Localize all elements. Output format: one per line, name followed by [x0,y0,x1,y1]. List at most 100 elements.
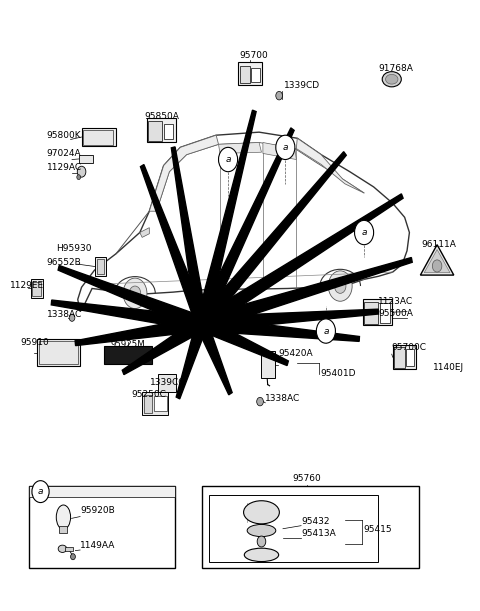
Text: a: a [225,155,231,164]
Bar [29,486,175,568]
Text: a: a [361,228,367,237]
Polygon shape [202,316,360,342]
Bar [394,348,405,368]
Polygon shape [197,128,294,327]
Text: 95760: 95760 [292,474,321,483]
Bar [142,392,168,415]
Bar [84,130,113,145]
Text: 91768A: 91768A [378,64,413,73]
Polygon shape [171,147,207,325]
Text: 1123AC: 1123AC [378,297,413,306]
Ellipse shape [244,548,279,562]
Text: 95250C: 95250C [131,390,166,399]
Bar [164,123,173,139]
Bar [96,257,106,276]
Ellipse shape [58,545,67,552]
Polygon shape [200,317,288,365]
Text: a: a [38,487,43,496]
Bar [209,496,378,562]
Circle shape [77,166,86,177]
Text: 1140EJ: 1140EJ [433,364,465,372]
Text: 95432: 95432 [301,517,330,525]
Bar [144,395,152,413]
Bar [29,486,175,497]
Text: H95930: H95930 [56,244,92,253]
Text: 95920B: 95920B [80,507,115,515]
Circle shape [69,314,75,321]
Text: 95910: 95910 [21,338,49,347]
Text: 1338AC: 1338AC [47,310,82,319]
Bar [37,339,80,367]
Bar [148,121,162,141]
Ellipse shape [243,501,279,524]
Polygon shape [198,152,346,329]
Polygon shape [202,309,379,331]
Bar [104,346,152,364]
Circle shape [32,481,49,503]
Bar [65,547,73,551]
Polygon shape [199,194,403,331]
Text: 1129EE: 1129EE [10,280,44,290]
Circle shape [335,279,346,293]
Polygon shape [141,164,207,327]
Text: 95850A: 95850A [145,112,180,121]
Polygon shape [122,317,204,375]
Text: 95420A: 95420A [278,349,313,358]
Polygon shape [263,142,296,159]
Text: 1149AA: 1149AA [80,541,116,550]
Bar [363,299,392,325]
Text: a: a [323,326,329,335]
Bar [380,303,390,323]
Polygon shape [149,135,218,211]
Text: 1339CD: 1339CD [284,81,320,90]
Circle shape [316,319,336,343]
Polygon shape [420,244,454,275]
Circle shape [257,536,266,547]
Circle shape [204,320,210,327]
Circle shape [129,286,141,301]
Polygon shape [218,142,262,153]
Text: 1129AC: 1129AC [47,163,82,172]
Ellipse shape [247,524,276,536]
Bar [240,66,250,83]
Polygon shape [201,257,412,331]
Text: 96111A: 96111A [421,240,456,249]
Bar [79,155,94,163]
Polygon shape [196,110,256,326]
Bar [393,345,416,370]
Polygon shape [51,300,203,331]
Text: 1338AC: 1338AC [265,394,300,403]
Bar [59,525,67,533]
Polygon shape [296,138,364,193]
Polygon shape [75,316,203,346]
Text: 97024A: 97024A [47,149,81,158]
Text: 95413A: 95413A [301,529,336,538]
Bar [82,128,116,146]
Text: 95415: 95415 [363,525,392,533]
Bar [33,282,41,296]
Polygon shape [58,265,204,331]
Bar [238,62,263,86]
Bar [364,302,378,324]
Circle shape [77,175,81,180]
Polygon shape [78,132,409,312]
Ellipse shape [382,71,401,87]
Bar [158,373,176,392]
Circle shape [432,260,442,272]
Text: 1339CC: 1339CC [150,378,185,387]
Circle shape [71,554,75,560]
Bar [202,486,419,568]
Circle shape [196,316,207,331]
Circle shape [276,92,282,100]
Circle shape [276,135,295,159]
Bar [147,118,176,142]
Circle shape [328,271,352,301]
Text: 95401D: 95401D [320,369,356,378]
Text: 95700: 95700 [239,51,268,60]
Bar [262,351,275,378]
Text: 95925M: 95925M [110,340,145,349]
Text: a: a [283,143,288,152]
Text: 95500A: 95500A [378,309,413,318]
Bar [406,349,414,367]
Text: 95800K: 95800K [47,131,81,140]
